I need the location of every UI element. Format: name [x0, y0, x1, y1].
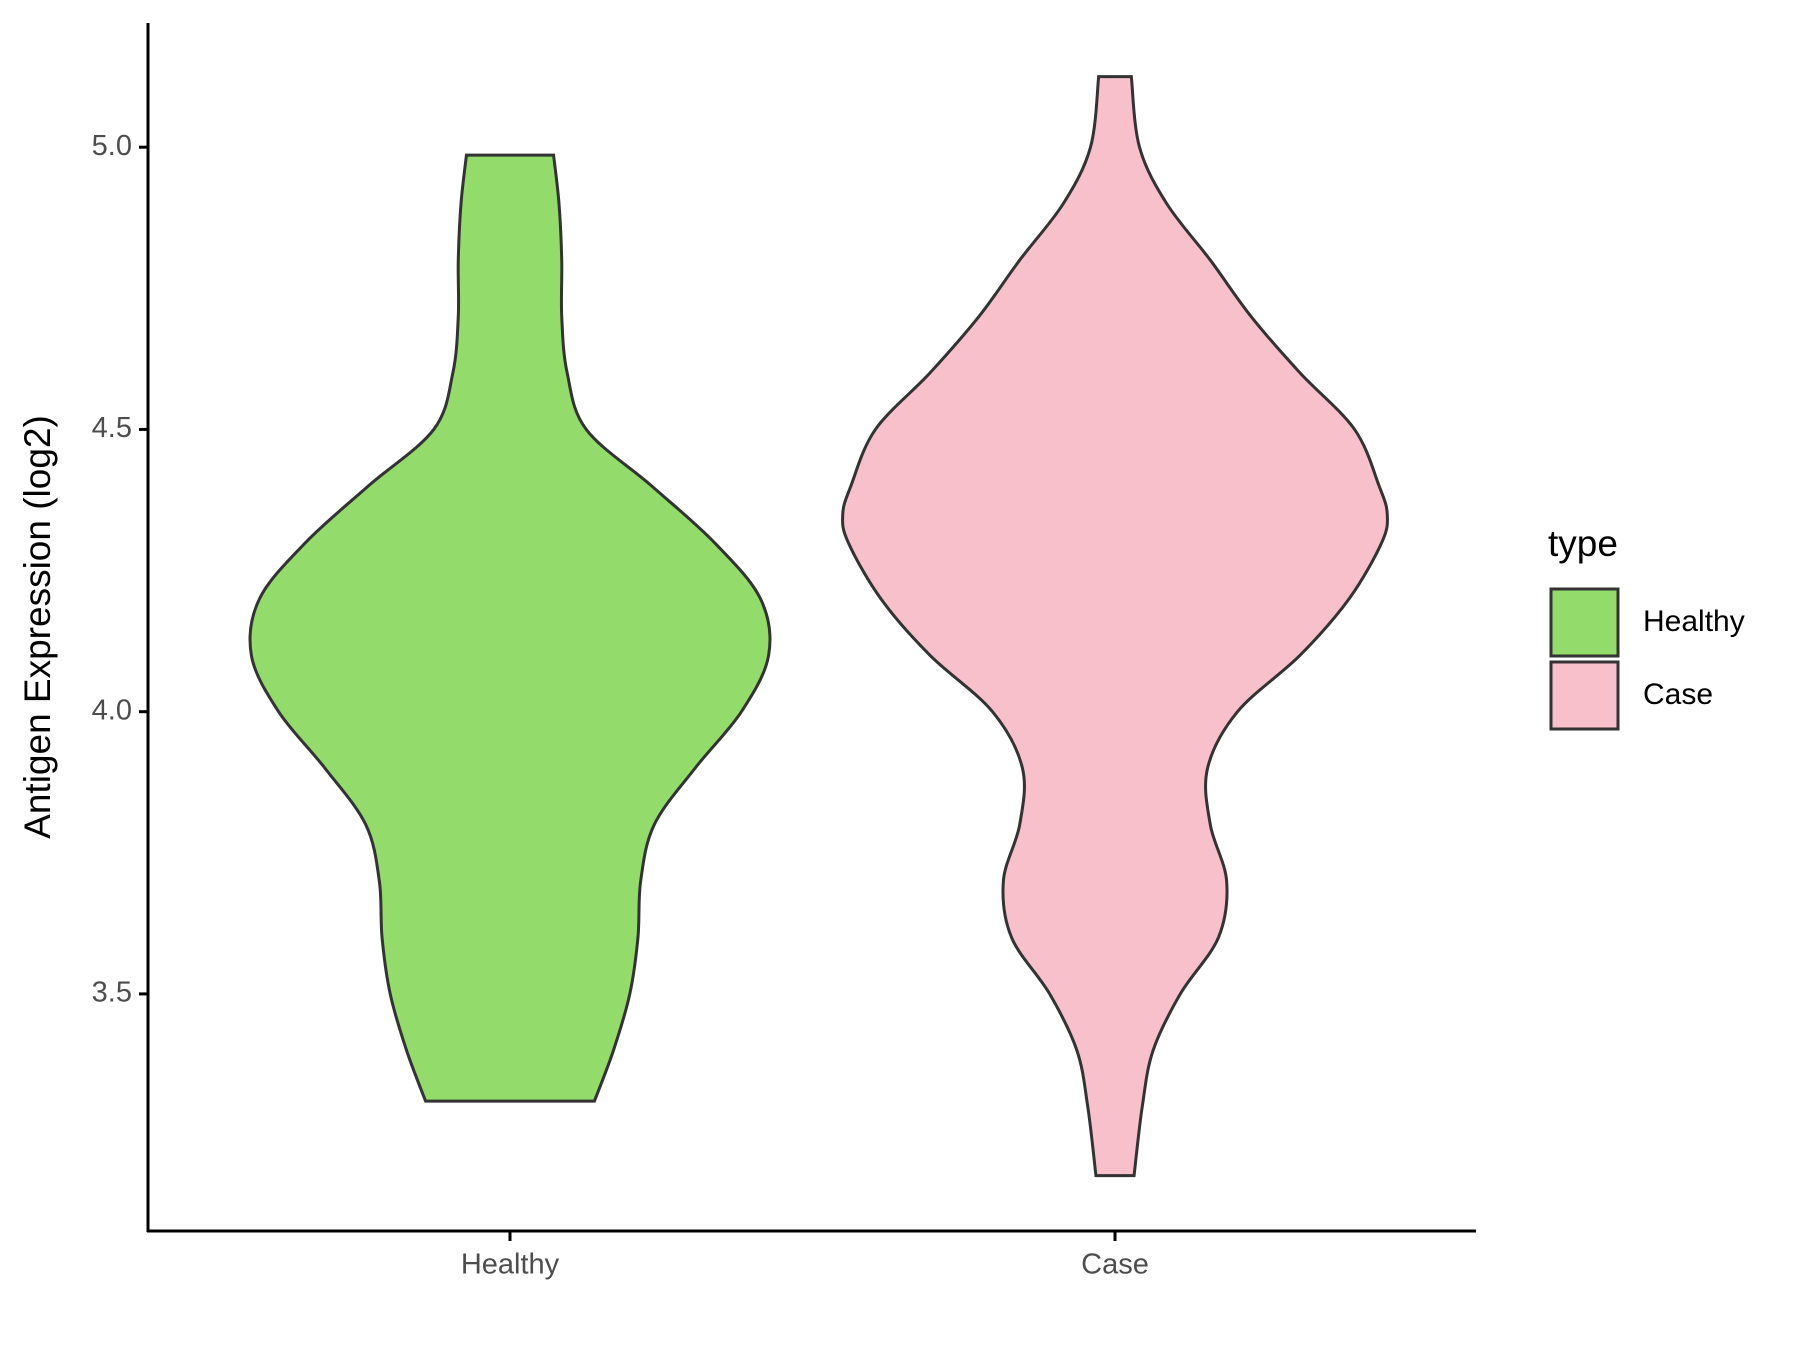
legend-title: type [1548, 523, 1618, 564]
y-tick-label: 5.0 [92, 130, 132, 162]
y-axis-title: Antigen Expression (log2) [17, 415, 58, 839]
x-tick-label: Case [1081, 1249, 1149, 1281]
legend-swatch [1549, 587, 1620, 658]
violin [248, 153, 772, 1103]
y-tick-label: 4.0 [92, 694, 132, 726]
violin [841, 75, 1389, 1178]
y-tick-label: 3.5 [92, 977, 132, 1009]
legend-swatch [1549, 660, 1620, 731]
legend-label: Case [1643, 678, 1713, 711]
y-tick-label: 4.5 [92, 412, 132, 444]
x-tick-label: Healthy [461, 1249, 560, 1281]
legend-label: Healthy [1643, 605, 1745, 638]
